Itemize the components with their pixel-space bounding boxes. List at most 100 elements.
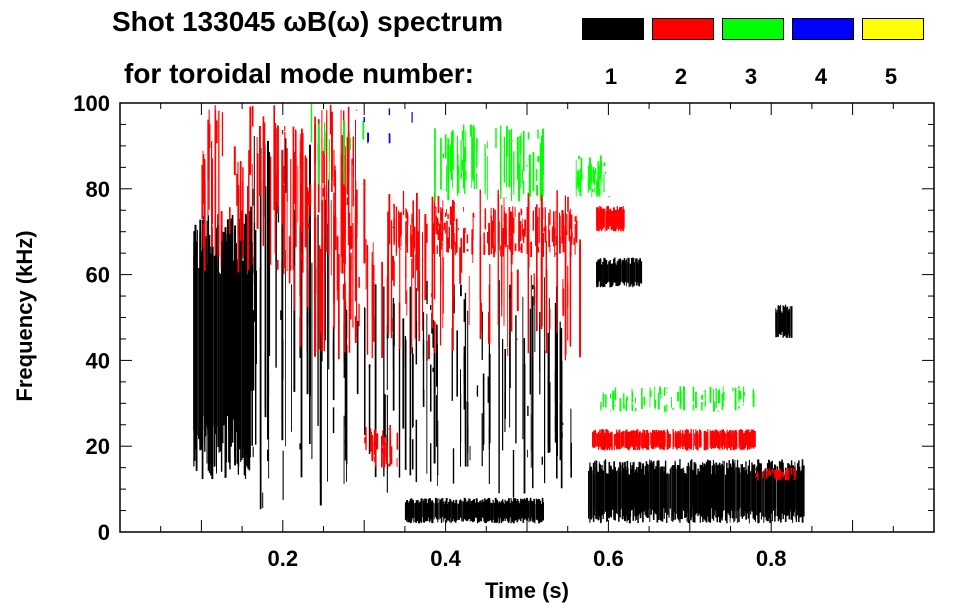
spectral-mark [448, 501, 451, 521]
spectral-mark [593, 187, 595, 193]
spectral-mark [742, 467, 745, 516]
spectral-mark [606, 429, 608, 447]
spectral-mark [604, 459, 607, 512]
spectral-mark [315, 247, 317, 327]
spectral-mark [210, 253, 212, 476]
spectral-mark [242, 260, 244, 458]
x-tick-label: 0.4 [430, 546, 461, 571]
spectral-mark [524, 499, 527, 519]
spectral-mark [450, 144, 452, 180]
spectral-mark [375, 454, 376, 468]
legend-swatch-mode-3 [722, 18, 784, 40]
spectral-mark [738, 389, 740, 403]
spectral-mark [526, 497, 528, 521]
spectral-mark [631, 430, 634, 447]
spectral-mark [406, 290, 408, 316]
spectral-mark [700, 431, 702, 447]
spectral-mark [343, 415, 345, 484]
spectral-mark [721, 429, 724, 450]
spectral-mark [536, 278, 538, 332]
spectral-mark [202, 150, 204, 187]
spectral-mark [503, 503, 506, 519]
spectral-mark [635, 407, 637, 412]
spectral-mark [787, 468, 789, 479]
spectral-mark [350, 225, 352, 250]
spectral-mark [768, 472, 770, 475]
spectral-mark [574, 216, 576, 222]
spectral-mark [482, 373, 485, 445]
spectral-mark [619, 398, 622, 410]
spectral-mark [238, 218, 241, 450]
spectral-mark [437, 343, 438, 486]
spectral-mark [608, 434, 610, 449]
spectral-mark [762, 472, 764, 477]
spectral-mark [489, 264, 491, 344]
spectral-mark [494, 209, 496, 252]
spectral-mark [460, 140, 462, 175]
spectral-mark [559, 403, 562, 461]
spectral-mark [193, 242, 195, 467]
spectral-mark [328, 203, 330, 256]
spectral-mark [395, 238, 397, 256]
spectral-mark [610, 432, 612, 448]
spectral-mark [500, 133, 502, 188]
spectral-mark [693, 462, 696, 521]
spectral-mark [408, 502, 410, 519]
spectral-mark [738, 406, 740, 409]
spectral-mark [733, 472, 735, 511]
spectral-mark [766, 463, 769, 522]
spectral-mark [519, 221, 522, 242]
spectral-mark [697, 433, 699, 451]
x-tick-label: 0.2 [268, 546, 299, 571]
spectral-mark [354, 213, 357, 302]
spectral-mark [329, 104, 332, 135]
spectral-mark [740, 429, 743, 447]
y-tick-label: 40 [86, 348, 110, 373]
spectral-mark [802, 465, 805, 517]
spectral-mark [432, 367, 435, 372]
spectral-mark [789, 471, 792, 508]
spectral-mark [305, 158, 308, 226]
spectral-mark [617, 261, 620, 286]
spectral-mark [528, 501, 530, 523]
spectral-mark [604, 434, 606, 449]
spectral-mark [233, 146, 236, 176]
spectral-mark [692, 404, 694, 411]
spectral-mark [710, 474, 713, 509]
spectral-mark [604, 171, 607, 174]
spectral-mark [628, 431, 630, 451]
spectral-mark [616, 211, 618, 228]
spectral-mark [615, 471, 618, 514]
spectral-mark [324, 287, 326, 289]
legend-swatch-mode-5 [862, 18, 924, 40]
spectral-mark [487, 376, 489, 403]
spectral-mark [596, 472, 598, 518]
spectral-mark [508, 219, 511, 250]
spectral-mark [748, 459, 750, 512]
spectral-mark [247, 212, 249, 469]
spectral-mark [601, 161, 602, 168]
spectral-mark [650, 469, 653, 509]
spectral-mark [687, 465, 690, 524]
spectral-mark [469, 504, 472, 519]
spectral-mark [775, 465, 777, 508]
spectral-mark [433, 223, 434, 243]
spectral-mark [364, 437, 366, 444]
spectral-mark [600, 406, 602, 408]
spectral-mark [606, 473, 608, 522]
spectral-mark [473, 499, 475, 518]
spectral-mark [675, 468, 677, 514]
spectral-mark [415, 320, 418, 365]
spectral-mark [709, 460, 711, 517]
spectral-mark [368, 365, 371, 368]
spectral-mark [654, 468, 656, 514]
legend-swatch-mode-2 [652, 18, 714, 40]
spectral-mark [412, 238, 414, 250]
spectral-mark [518, 212, 520, 252]
spectral-mark [657, 395, 660, 410]
y-axis-title: Frequency (kHz) [12, 230, 37, 401]
spectral-mark [787, 306, 789, 336]
spectral-mark [460, 238, 463, 273]
spectral-mark [632, 462, 634, 521]
spectral-mark [417, 247, 420, 250]
